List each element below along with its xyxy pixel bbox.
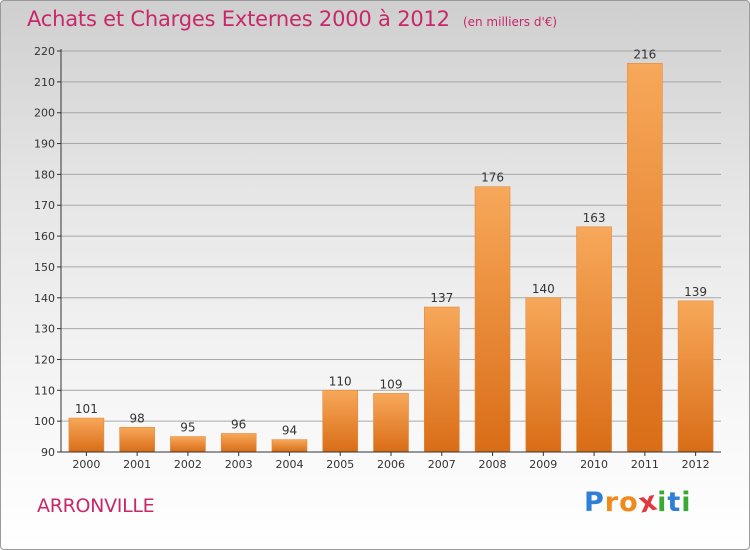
bar-2012 xyxy=(677,300,714,453)
logo-letter: t xyxy=(667,487,682,518)
data-label-2002: 95 xyxy=(180,421,195,435)
data-label-2010: 163 xyxy=(583,211,606,225)
y-tick-label: 190 xyxy=(34,138,55,151)
x-tick-label-2011: 2011 xyxy=(631,458,659,471)
axes xyxy=(57,49,721,456)
y-tick-label: 210 xyxy=(34,76,55,89)
bar-2002 xyxy=(170,436,206,453)
y-tick-label: 130 xyxy=(34,323,55,336)
x-tick-label-2002: 2002 xyxy=(174,458,202,471)
bar-2011 xyxy=(627,63,663,453)
bar-2008 xyxy=(474,186,511,453)
y-tick-label: 200 xyxy=(34,107,55,120)
y-tick-label: 100 xyxy=(34,415,55,428)
y-tick-label: 120 xyxy=(34,353,55,366)
bar-2007 xyxy=(423,306,460,453)
logo-letter: r xyxy=(604,487,620,518)
data-label-2003: 96 xyxy=(231,417,246,431)
y-tick-label: 150 xyxy=(34,261,55,274)
x-tick-label-2009: 2009 xyxy=(529,458,557,471)
logo-letter: i xyxy=(657,487,668,518)
bar-2010 xyxy=(576,226,612,453)
data-label-2006: 109 xyxy=(380,377,403,391)
data-label-2004: 94 xyxy=(282,424,297,438)
x-tick-label-2010: 2010 xyxy=(580,458,608,471)
y-tick-label: 220 xyxy=(34,45,55,58)
x-tick-label-2003: 2003 xyxy=(225,458,253,471)
x-tick-label-2004: 2004 xyxy=(275,458,303,471)
data-label-2005: 110 xyxy=(329,374,352,388)
y-tick-label: 180 xyxy=(34,168,55,181)
bar-2003 xyxy=(220,433,257,453)
bar-2009 xyxy=(525,297,562,453)
y-tick-label: 170 xyxy=(34,199,55,212)
data-label-2008: 176 xyxy=(481,171,504,185)
bar-2005 xyxy=(322,390,359,453)
bar-2006 xyxy=(373,393,409,453)
data-label-2000: 101 xyxy=(75,402,98,416)
x-tick-label-2007: 2007 xyxy=(428,458,456,471)
x-tick-label-2008: 2008 xyxy=(479,458,507,471)
logo-letter: P xyxy=(584,487,605,518)
y-tick-label: 160 xyxy=(34,230,55,243)
data-label-2007: 137 xyxy=(430,291,453,305)
bar-2004 xyxy=(271,439,308,453)
data-label-2011: 216 xyxy=(633,47,656,61)
data-label-2012: 139 xyxy=(684,285,707,299)
chart-title-block: Achats et Charges Externes 2000 à 2012 (… xyxy=(27,7,557,31)
x-tick-label-2000: 2000 xyxy=(72,458,100,471)
y-tick-label: 110 xyxy=(34,384,55,397)
y-tick-label: 90 xyxy=(41,446,55,459)
labels: 90 100 110 120 130 140 150 160 170 180 190 200 210 22… xyxy=(34,45,710,471)
data-label-2009: 140 xyxy=(532,282,555,296)
place-name: ARRONVILLE xyxy=(37,495,155,517)
grid-lines xyxy=(61,50,721,422)
x-tick-label-2001: 2001 xyxy=(123,458,151,471)
bars xyxy=(68,63,714,453)
logo-letter: i xyxy=(681,487,692,518)
data-label-2001: 98 xyxy=(130,411,145,425)
x-tick-label-2005: 2005 xyxy=(326,458,354,471)
chart-subtitle: (en milliers d'€) xyxy=(462,15,558,29)
chart-title: Achats et Charges Externes 2000 à 2012 xyxy=(27,7,450,31)
bar-2000 xyxy=(68,417,105,453)
x-tick-label-2006: 2006 xyxy=(377,458,405,471)
logo-letter: o xyxy=(619,487,639,518)
y-tick-label: 140 xyxy=(34,292,55,305)
proxiti-logo: Proxiti xyxy=(584,485,692,519)
x-tick-label-2012: 2012 xyxy=(682,458,710,471)
bar-2001 xyxy=(119,427,155,453)
